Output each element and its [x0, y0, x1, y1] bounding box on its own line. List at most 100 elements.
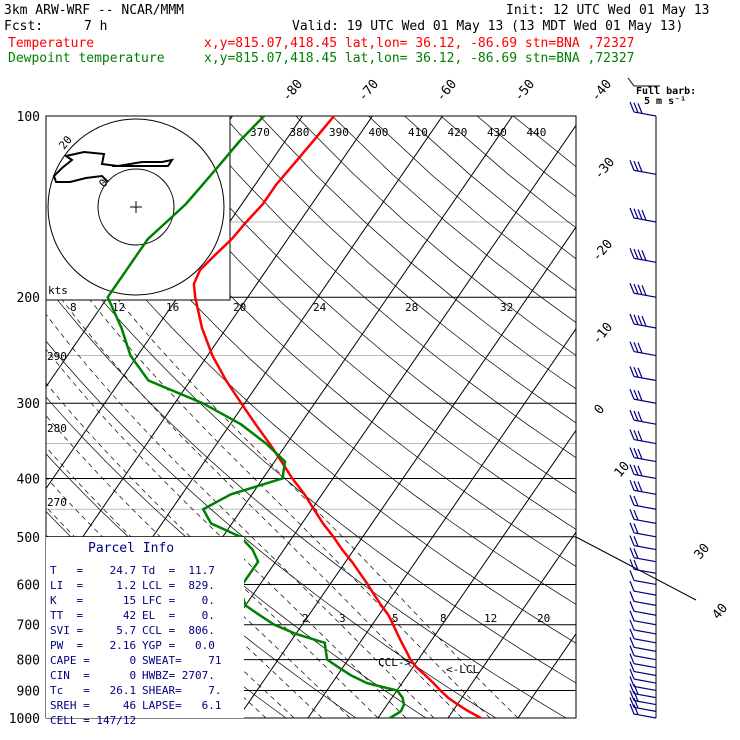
- isotherm-10: [377, 429, 576, 718]
- wind-barb-800: [633, 655, 657, 661]
- dewpoint-location: x,y=815.07,418.45 lat,lon= 36.12, -86.69…: [204, 51, 634, 66]
- wind-barb-flag-175-0: [629, 248, 635, 259]
- temp-tick-label-30: 30: [692, 541, 714, 563]
- wind-barb-300: [633, 398, 657, 404]
- wind-barb-flag-550-0: [629, 547, 635, 558]
- wind-barb-flag-400-0: [629, 464, 635, 475]
- wind-barb-1000: [633, 713, 657, 719]
- wind-barb-725: [633, 629, 657, 635]
- wind-barb-flag-250-0: [629, 341, 635, 352]
- temp-tick-label--50: -50: [512, 77, 539, 105]
- temp-tick-label--10: -10: [590, 320, 617, 348]
- wind-barb-flag-500-0: [629, 522, 635, 534]
- wind-barb-flag-375-0: [629, 447, 635, 458]
- wind-barb-flag-150-0: [629, 207, 635, 219]
- wind-barb-flag-100-0: [629, 101, 635, 113]
- wind-panel-diag: [575, 536, 697, 601]
- wind-barb-flag-250-1: [633, 342, 639, 353]
- parcel-row-4-left: SVI = 5.7: [50, 624, 136, 637]
- wind-barb-flag-150-1: [633, 208, 639, 219]
- wind-barb-flag-525-1: [633, 536, 639, 547]
- pressure-label-500: 500: [17, 531, 40, 546]
- wind-barb-flag-425-2: [637, 481, 643, 492]
- wind-barb-flag-200-3: [641, 285, 647, 296]
- lcl-annotation: <-LCL: [446, 663, 479, 676]
- isotherm--60: [46, 116, 303, 490]
- parcel-info-rows: T = 24.7 Td = 11.7 LI = 1.2 LCL = 829. K = 1…: [50, 564, 221, 727]
- moist-adiabat--2: [46, 476, 295, 718]
- hodograph-ring-inner: [97, 168, 175, 246]
- pressure-label-400: 400: [17, 472, 40, 487]
- wind-barb-flag-475-0: [629, 509, 635, 520]
- pressure-label-900: 900: [17, 684, 40, 699]
- wind-barb-flag-300-2: [637, 390, 643, 401]
- wind-barb-flag-225-2: [637, 315, 643, 326]
- wind-barb-700: [633, 620, 657, 626]
- wind-barb-flag-175-3: [641, 250, 647, 261]
- theta-label-370: 370: [250, 126, 270, 139]
- theta-label-400: 400: [369, 126, 389, 139]
- wind-barb-flag-225-3: [641, 315, 647, 327]
- sounding-curves: [106, 115, 482, 720]
- parcel-row-6-left: CAPE = 0: [50, 654, 136, 667]
- parcel-row-6-right: SWEAT= 71: [142, 654, 221, 667]
- wind-barb-flag-125-0: [629, 160, 635, 171]
- isotherm--50: [46, 116, 373, 592]
- init-time: Init: 12 UTC Wed 01 May 13: [506, 3, 710, 18]
- pressure-label-600: 600: [17, 578, 40, 593]
- moist-adiabat-18: [46, 313, 435, 718]
- wind-barb-flag-125-1: [633, 160, 639, 172]
- parcel-row-7-right: HWBZ= 2707.: [142, 669, 215, 682]
- wind-barbs: [629, 101, 657, 719]
- wind-barb-flag-100-1: [633, 102, 639, 113]
- wind-barb-flag-1000-1: [633, 704, 639, 715]
- wind-barb-450: [633, 504, 657, 510]
- wind-legend-title: Full barb:: [636, 86, 696, 97]
- theta-left-label-290: 290: [47, 350, 67, 363]
- temp-tick-label--30: -30: [592, 155, 619, 183]
- wind-barb-flag-625-0: [629, 580, 635, 592]
- dry-adiabat-470: [513, 116, 576, 168]
- wind-barb-flag-400-1: [633, 464, 639, 476]
- thetae-label-24: 24: [313, 301, 327, 314]
- parcel-row-3-right: EL = 0.: [142, 609, 215, 622]
- wind-barb-100: [633, 111, 657, 117]
- theta-left-label-270: 270: [47, 496, 67, 509]
- temp-tick-label--20: -20: [590, 237, 617, 265]
- dry-adiabat-440: [404, 116, 576, 260]
- temperature-curve: [192, 115, 482, 720]
- wind-barb-600: [633, 579, 657, 586]
- hodograph-units: kts: [48, 284, 68, 297]
- parcel-row-7-left: CIN = 0: [50, 669, 136, 682]
- wind-barb-flag-275-0: [629, 366, 635, 377]
- pressure-label-200: 200: [17, 291, 40, 306]
- wind-barb-flag-975-1: [633, 697, 639, 709]
- wind-barb-flag-175-1: [633, 248, 639, 260]
- thetae-label-20: 20: [233, 301, 246, 314]
- wind-barb-675: [633, 610, 657, 616]
- temp-tick-label-10: 10: [612, 459, 634, 481]
- mixing-ratio-label-3: 3: [339, 612, 346, 625]
- wind-barb-flag-225-0: [629, 313, 635, 325]
- wind-barb-flag-275-2: [637, 367, 643, 379]
- temp-tick-label--40: -40: [589, 77, 616, 105]
- wind-barb-flag-775-0: [629, 637, 635, 648]
- wind-barb-flag-700-0: [629, 610, 635, 621]
- dry-adiabat-300: [46, 340, 497, 718]
- parcel-row-1-left: LI = 1.2: [50, 579, 136, 592]
- pressure-label-1000: 1000: [9, 712, 40, 727]
- ccl-annotation: CCL->: [378, 656, 411, 669]
- parcel-row-0-left: T = 24.7: [50, 564, 136, 577]
- thetae-label-16: 16: [166, 301, 179, 314]
- hodograph-box: [45, 115, 231, 301]
- wind-barb-flag-725-0: [629, 619, 635, 631]
- theta-label-380: 380: [290, 126, 310, 139]
- wind-barb-250: [633, 350, 657, 357]
- wind-barb-flag-275-1: [633, 366, 639, 378]
- temperature-location: x,y=815.07,418.45 lat,lon= 36.12, -86.69…: [204, 36, 634, 51]
- pressure-label-100: 100: [17, 110, 40, 125]
- mixing-ratio-label-20: 20: [537, 612, 550, 625]
- wind-barb-flag-525-0: [629, 535, 635, 546]
- wind-barb-975: [633, 706, 657, 712]
